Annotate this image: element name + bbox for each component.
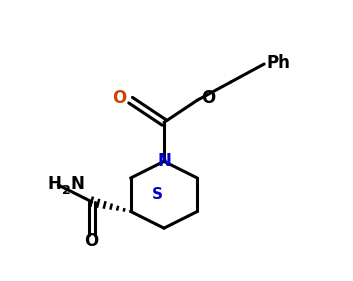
Text: O: O xyxy=(202,89,216,107)
Text: S: S xyxy=(151,187,162,202)
Text: H: H xyxy=(47,175,61,193)
Text: O: O xyxy=(112,89,127,107)
Text: N: N xyxy=(71,175,85,193)
Text: 2: 2 xyxy=(62,184,71,197)
Text: O: O xyxy=(84,232,99,250)
Text: Ph: Ph xyxy=(267,54,291,72)
Text: N: N xyxy=(157,151,171,169)
